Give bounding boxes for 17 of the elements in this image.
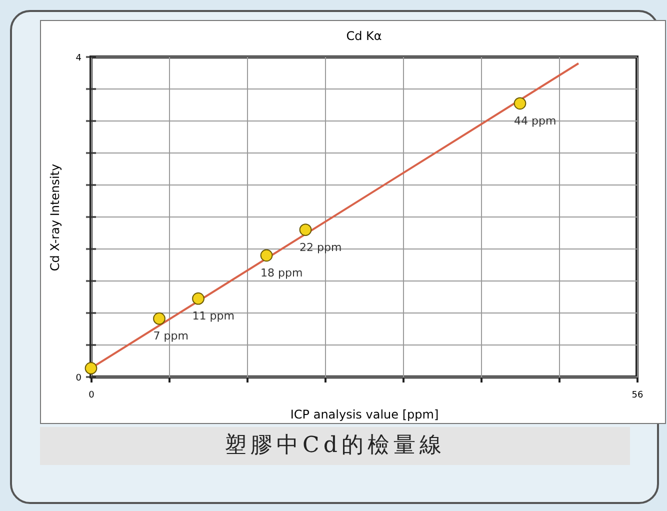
text: 塑膠中Cd的檢量線	[40, 427, 630, 465]
y-axis-title: Cd X-ray Intensity	[48, 164, 62, 272]
point	[192, 292, 204, 305]
point	[84, 362, 98, 374]
point	[260, 249, 273, 262]
point	[299, 224, 312, 236]
annotation: 7 ppm	[153, 330, 188, 343]
x-tick-label: 56	[632, 390, 644, 400]
y-tick-label: 4	[76, 54, 82, 64]
annotation: 44 ppm	[514, 114, 556, 128]
annotation: 18 ppm	[260, 266, 303, 280]
chart-title: Cd Kα	[346, 29, 382, 43]
point	[153, 312, 166, 325]
annotation: 11 ppm	[192, 310, 234, 323]
annotation: 22 ppm	[300, 240, 342, 254]
x-axis-title: ICP analysis value [ppm]	[290, 408, 439, 422]
point	[514, 97, 526, 110]
